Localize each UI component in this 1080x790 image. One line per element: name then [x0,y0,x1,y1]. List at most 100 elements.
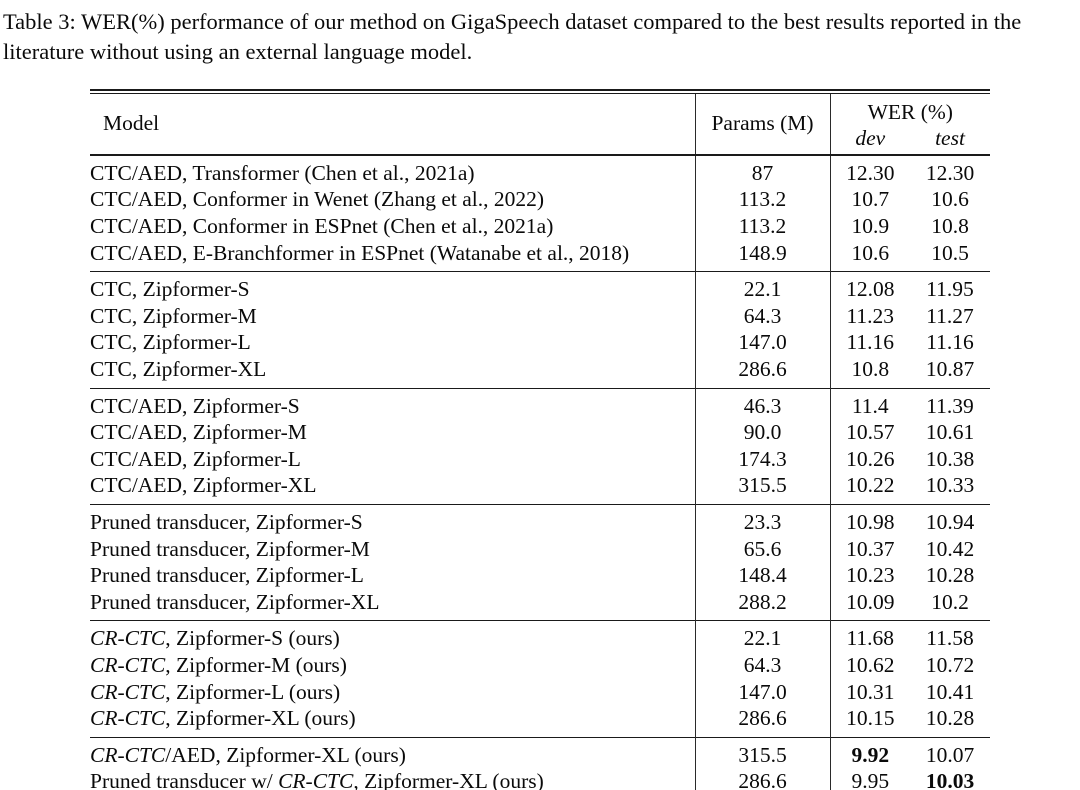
test-wer-cell: 10.8 [931,214,969,239]
dev-wer-cell: 10.37 [846,536,895,561]
test-wer-cell: 10.28 [925,706,975,731]
params-cell: 113.2 [695,186,831,214]
test-wer-cell: 10.94 [925,509,975,534]
dev-wer-cell: 10.22 [846,473,895,498]
model-cell: CR-CTC, Zipformer-XL (ours) [90,705,696,738]
dev-wer-cell: 10.26 [846,446,895,471]
params-cell: 64.3 [695,302,831,330]
model-cell: CTC, Zipformer-M [90,302,696,330]
dev-wer-cell: 10.15 [846,706,895,731]
model-name-italic-segment: CR-CTC [278,769,354,790]
table-row: Pruned transducer, Zipformer-L 148.4 10.23… [90,562,990,589]
params-cell: 23.3 [695,504,831,536]
results-table-container: Model Params (M) WER (%) dev test CTC/AE… [90,88,990,790]
model-name-segment: CTC/AED, E-Branchformer in ESPnet (Watan… [90,240,630,265]
dev-wer-cell: 10.9 [851,214,890,239]
test-wer-cell: 11.39 [926,393,974,418]
dev-wer-cell: 10.98 [846,509,895,534]
model-cell: Pruned transducer, Zipformer-XL [90,588,696,621]
test-wer-cell: 10.38 [925,446,975,471]
table-row: CTC, Zipformer-L 147.0 11.16 11.16 [90,329,990,356]
dev-wer-cell: 9.92 [851,742,890,767]
table-row: CTC/AED, Transformer (Chen et al., 2021a… [90,154,990,187]
model-name-segment: CTC/AED, Zipformer-L [90,446,301,471]
model-cell: CTC/AED, Zipformer-M [90,419,696,446]
column-header-model: Model [90,93,696,155]
table-row: CTC/AED, Conformer in Wenet (Zhang et al… [90,186,990,214]
model-name-italic-segment: CR-CTC [90,742,166,767]
model-name-segment: Pruned transducer, Zipformer-S [90,509,363,534]
model-name-segment: , Zipformer-XL (ours) [353,769,544,790]
params-cell: 64.3 [695,651,831,679]
dev-wer-cell: 11.68 [846,626,895,651]
dev-wer-cell: 10.23 [846,563,895,588]
table-row: CTC/AED, Conformer in ESPnet (Chen et al… [90,213,990,240]
params-cell: 147.0 [695,329,831,356]
model-cell: Pruned transducer, Zipformer-M [90,535,696,563]
test-wer-cell: 10.33 [925,473,975,498]
table-row: CTC/AED, Zipformer-XL 315.5 10.22 10.33 [90,472,990,505]
table-row: Pruned transducer, Zipformer-XL 288.2 10.0… [90,588,990,621]
dev-wer-cell: 11.23 [846,303,895,328]
model-name-italic-segment: CR-CTC [90,652,166,677]
model-name-segment: /AED, Zipformer-XL (ours) [165,742,406,767]
test-wer-cell: 10.28 [925,563,975,588]
params-cell: 113.2 [695,213,831,240]
model-name-segment: Pruned transducer, Zipformer-XL [90,589,380,614]
dev-wer-cell: 11.4 [851,393,889,418]
test-wer-cell: 12.30 [925,160,975,185]
model-name-italic-segment: CR-CTC [90,706,166,731]
params-cell: 87 [695,154,831,187]
model-cell: CTC/AED, E-Branchformer in ESPnet (Watan… [90,239,696,272]
params-cell: 65.6 [695,535,831,563]
model-cell: CTC, Zipformer-S [90,271,696,303]
table-row: Pruned transducer, Zipformer-M 65.6 10.37 1… [90,535,990,563]
params-cell: 286.6 [695,768,831,790]
model-name-segment: Pruned transducer w/ [90,769,279,790]
params-cell: 315.5 [695,472,831,505]
params-cell: 174.3 [695,445,831,473]
model-cell: Pruned transducer, Zipformer-S [90,504,696,536]
model-cell: CR-CTC, Zipformer-L (ours) [90,678,696,706]
model-name-segment: , Zipformer-M (ours) [165,652,347,677]
model-cell: CTC/AED, Zipformer-L [90,445,696,473]
table-row: CTC, Zipformer-XL 286.6 10.8 10.87 [90,356,990,389]
model-cell: CTC/AED, Conformer in Wenet (Zhang et al… [90,186,696,214]
test-wer-cell: 10.2 [931,589,969,614]
dev-wer-cell: 10.31 [846,679,895,704]
model-name-segment: Pruned transducer, Zipformer-L [90,563,364,588]
table-row: CR-CTC/AED, Zipformer-XL (ours) 315.5 9.92… [90,737,990,769]
params-cell: 148.9 [695,239,831,272]
table-row: CTC/AED, Zipformer-M 90.0 10.57 10.61 [90,419,990,446]
model-name-segment: CTC, Zipformer-XL [90,357,267,381]
test-wer-cell: 11.95 [926,277,974,302]
params-cell: 90.0 [695,419,831,446]
table-group: CTC/AED, Zipformer-S 46.3 11.4 11.39 CTC/AED… [90,388,990,505]
table-row: CR-CTC, Zipformer-M (ours) 64.3 10.62 10.72 [90,651,990,679]
model-cell: CTC/AED, Zipformer-XL [90,472,696,505]
dev-wer-cell: 9.95 [851,769,890,790]
test-wer-cell: 10.03 [925,769,975,790]
params-cell: 315.5 [695,737,831,769]
model-cell: CTC/AED, Conformer in ESPnet (Chen et al… [90,213,696,240]
dev-wer-cell: 10.7 [851,187,890,212]
test-wer-cell: 10.5 [931,240,969,265]
model-name-italic-segment: CR-CTC [90,626,166,651]
table-row: CR-CTC, Zipformer-L (ours) 147.0 10.31 10.4… [90,678,990,706]
model-cell: CR-CTC/AED, Zipformer-XL (ours) [90,737,696,769]
column-header-dev: dev [855,125,886,150]
model-cell: CTC/AED, Transformer (Chen et al., 2021a… [90,154,696,187]
model-cell: CTC, Zipformer-L [90,329,696,356]
table-row: CR-CTC, Zipformer-XL (ours) 286.6 10.15 10.… [90,705,990,738]
model-name-segment: CTC/AED, Zipformer-XL [90,473,317,498]
test-wer-cell: 10.72 [925,652,975,677]
column-header-wer: WER (%) [867,99,953,124]
dev-wer-cell: 12.08 [846,277,895,302]
model-name-segment: CTC, Zipformer-S [90,277,250,302]
params-cell: 46.3 [695,388,831,420]
model-name-segment: , Zipformer-XL (ours) [165,706,356,731]
results-table: Model Params (M) WER (%) dev test CTC/AE… [90,93,990,790]
model-name-segment: , Zipformer-L (ours) [165,679,341,704]
test-wer-cell: 10.87 [925,357,975,381]
test-wer-cell: 11.58 [926,626,974,651]
